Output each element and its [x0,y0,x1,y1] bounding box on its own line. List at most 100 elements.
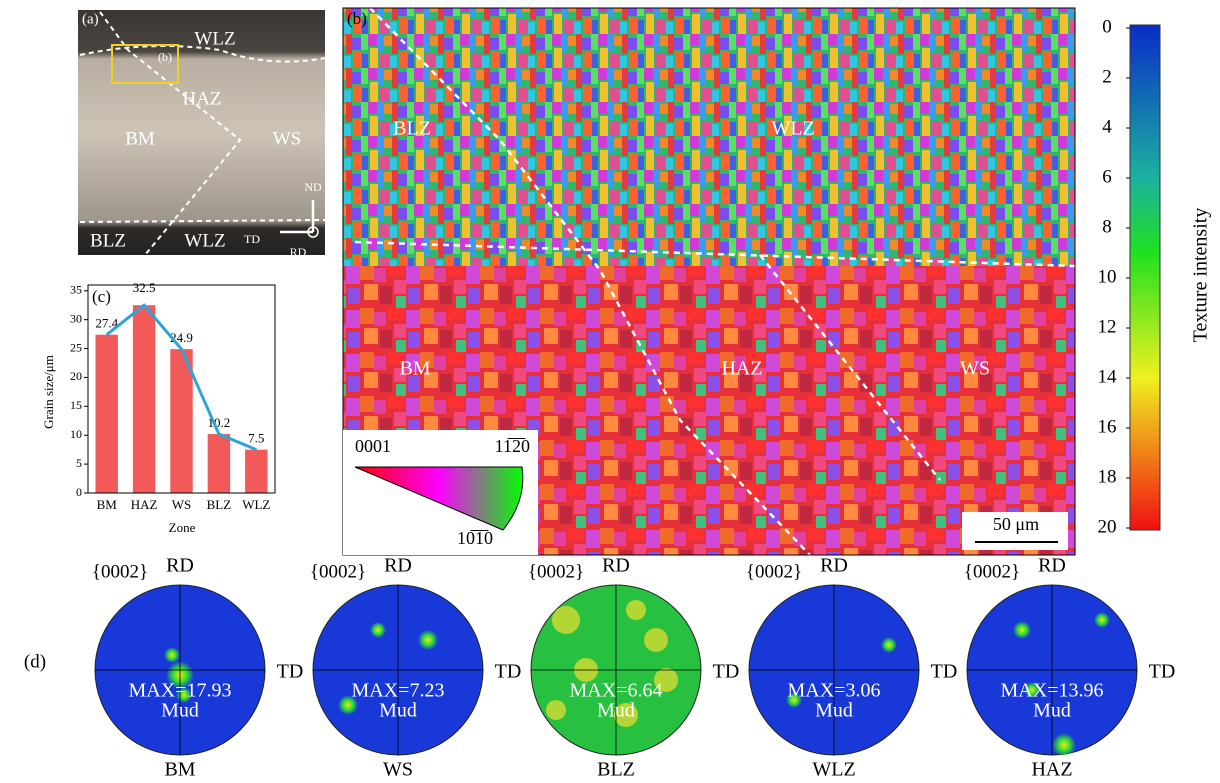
colorbar-label: Texture intensity [1190,208,1212,343]
y-tick-label: 30 [70,311,82,325]
ebsd-map [343,8,1075,266]
colorbar-tick-label: 14 [1098,366,1118,387]
colorbar-tick-label: 6 [1102,166,1112,187]
intensity-spot [1013,621,1031,639]
rd-label: RD [1038,555,1066,577]
plane-label: {0002} [310,561,366,582]
y-tick-label: 20 [70,369,82,383]
max-label: MAX=6.64 [570,680,663,702]
bar [133,305,155,493]
intensity-spot [418,630,438,650]
unit-label: Mud [597,700,635,722]
intensity-spot [370,622,386,638]
panel-label: (a) [82,11,99,27]
colorbar-tick-label: 0 [1102,16,1112,37]
intensity-spot [546,700,566,720]
y-tick-label: 0 [76,485,82,499]
rd-label: RD [166,555,194,577]
plane-label: {0002} [92,561,148,582]
y-tick-label: 5 [76,456,82,470]
ipf-label: 10̅1̅0 [457,528,493,548]
td-label: TD [277,661,304,683]
zone-label: WLZ [184,230,225,251]
plane-label: {0002} [964,561,1020,582]
plane-label: {0002} [746,561,802,582]
intensity-spot [626,600,646,620]
intensity-spot [1094,612,1110,628]
zone-label: BM [125,128,155,149]
panel-label: (c) [92,287,111,306]
td-label: TD [713,661,740,683]
y-axis-label: Grain size/μm [41,355,56,429]
x-axis-label: Zone [169,520,196,535]
bar [95,335,117,493]
max-label: MAX=7.23 [352,680,445,702]
bar [208,434,230,493]
unit-label: Mud [161,700,199,722]
zone-name: HAZ [1031,759,1072,781]
zone-label: WS [960,358,990,380]
zone-label: WS [273,128,302,149]
rd-label: RD [602,555,630,577]
axis-label: TD [244,232,260,246]
axis-label: RD [290,245,307,259]
max-label: MAX=17.93 [129,680,232,702]
colorbar-tick-label: 2 [1102,66,1112,87]
y-tick-label: 25 [70,340,82,354]
unit-label: Mud [815,700,853,722]
td-label: TD [495,661,522,683]
y-tick-label: 10 [70,427,82,441]
figure: (a) WLZ (b) HAZ BM WS BLZ WLZ ND TD RD (… [0,0,1220,783]
td-label: TD [1149,661,1176,683]
zone-name: WS [383,759,413,781]
colorbar-tick-label: 16 [1098,416,1117,437]
panel-b: (b) BLZ WLZ BM HAZ WS 0001 11̅2̅0 10̅1̅0… [343,8,1075,555]
zone-label: BM [399,358,430,380]
value-label: 32.5 [133,280,156,295]
x-tick-label: HAZ [131,497,158,512]
zone-name: BLZ [597,759,635,781]
x-tick-label: BM [97,497,118,512]
unit-label: Mud [1033,700,1071,722]
colorbar-tick-label: 18 [1098,466,1117,487]
zone-label: HAZ [721,358,762,380]
axis-label: ND [304,180,322,194]
colorbar-tick-label: 10 [1098,266,1117,287]
y-tick-label: 15 [70,398,82,412]
ipf-label: 11̅2̅0 [495,436,530,456]
zone-label: WLZ [194,28,235,49]
colorbar [1130,25,1160,530]
zone-label: (b) [158,50,172,64]
colorbar-tick-label: 4 [1102,116,1112,137]
intensity-spot [1052,733,1076,757]
colorbar-tick-label: 12 [1098,316,1117,337]
intensity-spot [881,637,897,653]
colorbar-tick-label: 20 [1098,516,1117,537]
panel-label: (b) [347,9,367,28]
panel-label: (d) [24,651,46,672]
zone-label: BLZ [393,118,431,140]
panel-a: (a) WLZ (b) HAZ BM WS BLZ WLZ ND TD RD [78,10,325,259]
td-label: TD [931,661,958,683]
ipf-label: 0001 [355,436,391,456]
zone-label: HAZ [182,88,221,109]
rd-label: RD [384,555,412,577]
unit-label: Mud [379,700,417,722]
panel-c: (c) Grain size/μm Zone 05101520253035BM2… [41,280,275,535]
zone-name: WLZ [812,759,855,781]
bar [170,349,192,493]
value-label: 7.5 [248,431,264,446]
bar [245,450,267,493]
plane-label: {0002} [528,561,584,582]
colorbar-tick-label: 8 [1102,216,1112,237]
x-tick-label: BLZ [207,497,232,512]
max-label: MAX=3.06 [788,680,881,702]
zone-label: WLZ [771,118,814,140]
rd-label: RD [820,555,848,577]
intensity-spot [164,647,180,663]
zone-name: BM [164,759,195,781]
x-tick-label: WLZ [242,497,270,512]
zone-label: BLZ [90,230,126,251]
max-label: MAX=13.96 [1001,680,1104,702]
intensity-spot [644,628,668,652]
